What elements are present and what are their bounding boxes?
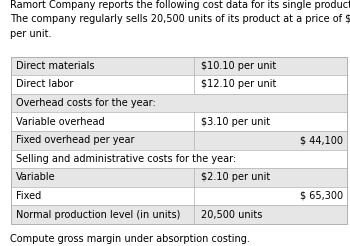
Text: $10.10 per unit: $10.10 per unit [201, 61, 276, 71]
Bar [10, 205, 346, 224]
Text: Direct labor: Direct labor [16, 79, 73, 90]
Bar [10, 57, 346, 75]
Text: Direct materials: Direct materials [16, 61, 94, 71]
Text: Compute gross margin under absorption costing.: Compute gross margin under absorption co… [10, 234, 250, 244]
Text: Selling and administrative costs for the year:: Selling and administrative costs for the… [16, 154, 236, 164]
Text: $2.10 per unit: $2.10 per unit [201, 172, 271, 182]
Text: Overhead costs for the year:: Overhead costs for the year: [16, 98, 155, 108]
Text: Fixed overhead per year: Fixed overhead per year [16, 135, 134, 145]
Bar [10, 168, 346, 187]
Text: $3.10 per unit: $3.10 per unit [201, 117, 270, 127]
Text: Normal production level (in units): Normal production level (in units) [16, 210, 180, 220]
Bar [10, 187, 346, 205]
Text: $ 65,300: $ 65,300 [300, 191, 343, 201]
Text: $12.10 per unit: $12.10 per unit [201, 79, 276, 90]
Bar [10, 131, 346, 150]
Bar [10, 150, 346, 168]
Text: 20,500 units: 20,500 units [201, 210, 262, 220]
Text: Ramort Company reports the following cost data for its single product.
The compa: Ramort Company reports the following cos… [10, 0, 350, 39]
Bar [10, 94, 346, 112]
Text: Variable: Variable [16, 172, 55, 182]
Text: Fixed: Fixed [16, 191, 41, 201]
Text: Variable overhead: Variable overhead [16, 117, 104, 127]
Bar [10, 75, 346, 94]
Bar [10, 57, 346, 224]
Text: $ 44,100: $ 44,100 [300, 135, 343, 145]
Bar [10, 112, 346, 131]
